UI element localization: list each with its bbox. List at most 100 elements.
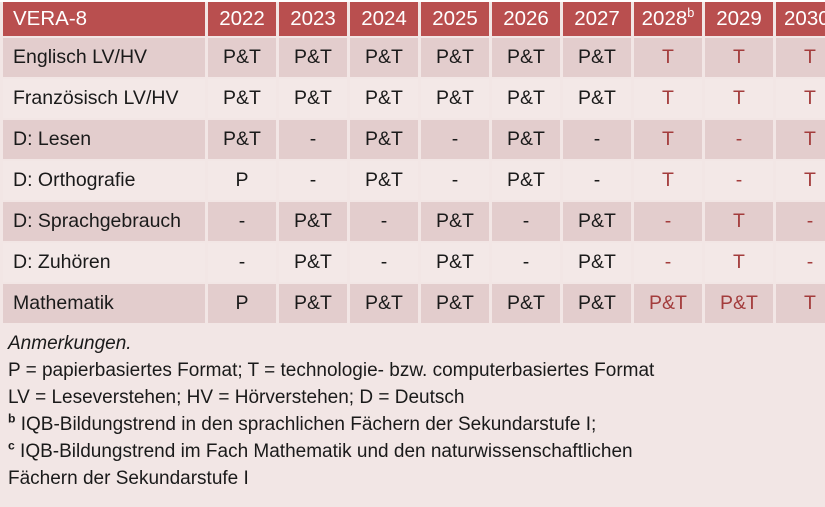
row-header-label: Englisch LV/HV [3,38,205,77]
notes-heading: Anmerkungen. [8,333,132,354]
footnote-marker-b: b [687,5,695,21]
cell-format: - [705,120,773,159]
cell-format: P&T [279,243,347,282]
year-text: 2028 [641,7,688,30]
cell-format: P&T [492,79,560,118]
cell-format: T [634,120,702,159]
footnote-b-text: IQB-Bildungstrend in den sprachlichen Fä… [15,414,597,435]
column-header-year-4: 2025 [421,2,489,36]
cell-format: - [492,243,560,282]
footnote-c: c IQB-Bildungstrend im Fach Mathematik u… [8,439,817,465]
cell-format: P&T [208,38,276,77]
cell-format: - [563,161,631,200]
cell-format: - [350,243,418,282]
row-header-label: Mathematik [3,284,205,323]
cell-format: P&T [350,38,418,77]
cell-format: T [705,79,773,118]
cell-format: - [634,202,702,241]
column-header-year-5: 2026 [492,2,560,36]
cell-format: - [705,161,773,200]
column-header-year-2: 2023 [279,2,347,36]
cell-format: P&T [350,120,418,159]
cell-format: P&T [279,202,347,241]
cell-format: P&T [563,243,631,282]
table-row: D: Orthografie P - P&T - P&T - T - T [3,161,825,200]
table-row: Englisch LV/HV P&T P&T P&T P&T P&T P&T T T T [3,38,825,77]
year-text: 2023 [290,7,336,30]
cell-format: P&T [208,120,276,159]
table-header: VERA-8 2022 2023 2024 2025 2026 2027 202… [3,2,825,36]
cell-format: T [705,202,773,241]
cell-format: P&T [563,38,631,77]
footnote-b-marker: b [8,411,16,426]
column-header-year-6: 2027 [563,2,631,36]
cell-format: T [705,38,773,77]
year-text: 2025 [432,7,478,30]
row-header-label: D: Zuhören [3,243,205,282]
cell-format: T [634,161,702,200]
cell-format: T [776,284,825,323]
cell-format: P&T [492,38,560,77]
cell-format: - [208,202,276,241]
row-header-label: D: Sprachgebrauch [3,202,205,241]
schedule-grid: VERA-8 2022 2023 2024 2025 2026 2027 202… [3,2,825,323]
cell-format: P&T [634,284,702,323]
cell-format: - [776,202,825,241]
cell-format: P&T [563,284,631,323]
cell-format: T [705,243,773,282]
notes-line-abbreviations: LV = Leseverstehen; HV = Hörverstehen; D… [8,387,465,408]
year-text: 2027 [574,7,620,30]
cell-format: P&T [421,79,489,118]
notes-line-formats: P = papierbasiertes Format; T = technolo… [8,360,655,381]
cell-format: - [208,243,276,282]
cell-format: P [208,284,276,323]
table-row: D: Lesen P&T - P&T - P&T - T - T [3,120,825,159]
cell-format: T [776,161,825,200]
cell-format: P&T [350,284,418,323]
table-row: Mathematik P P&T P&T P&T P&T P&T P&T P&T T [3,284,825,323]
cell-format: P&T [208,79,276,118]
notes-section: Anmerkungen. P = papierbasiertes Format;… [0,325,825,507]
cell-format: P&T [421,284,489,323]
cell-format: P [208,161,276,200]
cell-format: - [350,202,418,241]
cell-format: - [279,161,347,200]
row-header-label: D: Lesen [3,120,205,159]
row-header-label: D: Orthografie [3,161,205,200]
cell-format: - [563,120,631,159]
cell-format: - [421,120,489,159]
cell-format: P&T [421,202,489,241]
cell-format: P&T [279,284,347,323]
cell-format: P&T [492,120,560,159]
cell-format: P&T [350,161,418,200]
cell-format: P&T [350,79,418,118]
cell-format: P&T [563,79,631,118]
cell-format: T [634,38,702,77]
table-row: Französisch LV/HV P&T P&T P&T P&T P&T P&T T T T [3,79,825,118]
cell-format: P&T [492,161,560,200]
table-row: D: Sprachgebrauch - P&T - P&T - P&T - T - [3,202,825,241]
cell-format: - [492,202,560,241]
table-body: Englisch LV/HV P&T P&T P&T P&T P&T P&T T T T Franz… [3,38,825,323]
row-header-label: Französisch LV/HV [3,79,205,118]
year-text: 2022 [219,7,265,30]
header-row: VERA-8 2022 2023 2024 2025 2026 2027 202… [3,2,825,36]
footnote-c-text: IQB-Bildungstrend im Fach Mathematik und… [14,441,633,462]
cell-format: P&T [421,243,489,282]
cell-format: T [776,120,825,159]
cell-format: P&T [563,202,631,241]
cell-format: P&T [492,284,560,323]
year-text: 2026 [503,7,549,30]
cell-format: P&T [279,38,347,77]
cell-format: T [776,79,825,118]
cell-format: P&T [279,79,347,118]
column-header-year-3: 2024 [350,2,418,36]
year-text: 2030 [784,7,825,30]
footnote-c-continuation: Fächern der Sekundarstufe I [8,468,249,489]
column-header-year-9: 2030c [776,2,825,36]
cell-format: - [776,243,825,282]
year-text: 2024 [361,7,407,30]
table-row: D: Zuhören - P&T - P&T - P&T - T - [3,243,825,282]
cell-format: - [634,243,702,282]
